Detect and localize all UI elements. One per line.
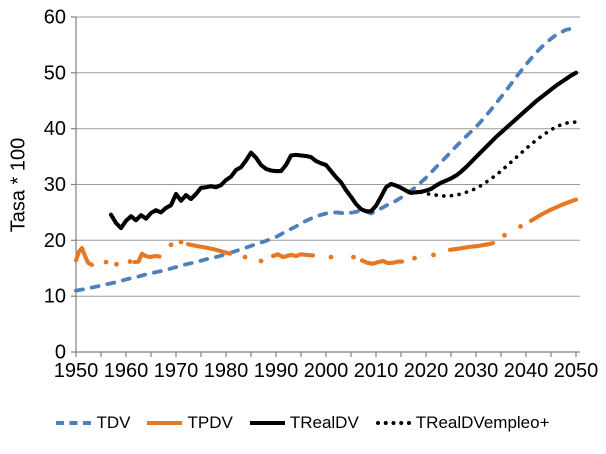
legend-item-tpdv: TPDV bbox=[147, 413, 233, 433]
series-dot-TPDV bbox=[242, 254, 248, 260]
legend: TDV TPDV TRealDV TRealDVempleo+ bbox=[0, 403, 606, 443]
x-tick-label: 2020 bbox=[404, 360, 449, 382]
y-tick-label: 20 bbox=[44, 230, 66, 252]
y-tick-label: 50 bbox=[44, 62, 66, 84]
series-dot-TPDV bbox=[328, 254, 334, 260]
series-dot-TPDV bbox=[258, 258, 264, 264]
x-tick-label: 1960 bbox=[104, 360, 149, 382]
series-dot-TPDV bbox=[518, 224, 523, 229]
series-dot-TPDV bbox=[431, 252, 436, 258]
legend-swatch-tdv bbox=[56, 421, 92, 425]
series-dot-TPDV bbox=[103, 259, 109, 265]
series-segment-TPDV bbox=[528, 197, 579, 223]
y-tick-label: 40 bbox=[44, 118, 66, 140]
series-dot-TPDV bbox=[168, 242, 174, 248]
legend-item-tdv: TDV bbox=[56, 413, 130, 433]
x-tick-label: 1980 bbox=[204, 360, 249, 382]
series-segment-TPDV bbox=[185, 242, 233, 256]
legend-label-tpdv: TPDV bbox=[187, 413, 233, 432]
series-dot-TPDV bbox=[114, 261, 119, 267]
legend-label-trealdv: TRealDV bbox=[289, 413, 359, 432]
x-tick-label: 2000 bbox=[304, 360, 349, 382]
y-tick-label: 30 bbox=[44, 174, 66, 196]
x-tick-label: 2050 bbox=[554, 360, 599, 382]
y-tick-label: 0 bbox=[55, 342, 66, 364]
legend-label-tdv: TDV bbox=[96, 413, 131, 432]
legend-item-trealdvempleo: TRealDVempleo+ bbox=[375, 413, 550, 433]
x-tick-label: 2040 bbox=[504, 360, 549, 382]
x-tick-label: 1990 bbox=[254, 360, 299, 382]
series-segment-TPDV bbox=[359, 258, 405, 266]
series-segment-TPDV bbox=[73, 246, 95, 267]
legend-swatch-tpdv bbox=[147, 421, 183, 425]
series-segment-TPDV bbox=[132, 251, 162, 265]
x-tick-label: 1970 bbox=[154, 360, 199, 382]
series-line-TRealDV bbox=[108, 70, 579, 231]
x-tick-label: 2010 bbox=[354, 360, 399, 382]
y-tick-label: 60 bbox=[44, 7, 66, 29]
legend-swatch-trealdvempleo bbox=[375, 421, 411, 425]
legend-label-trealdvempleo: TRealDVempleo+ bbox=[415, 413, 550, 432]
series-dot-TPDV bbox=[351, 254, 356, 260]
series-dot-TPDV bbox=[502, 232, 507, 238]
x-tick-label: 2030 bbox=[454, 360, 499, 382]
series-dot-TPDV bbox=[127, 259, 133, 264]
series-line-TDV bbox=[74, 25, 578, 293]
series-segment-TPDV bbox=[447, 241, 496, 252]
y-tick-label: 10 bbox=[44, 286, 66, 308]
series-segment-TPDV bbox=[270, 252, 316, 260]
series-dot-TPDV bbox=[412, 255, 417, 261]
legend-item-trealdv: TRealDV bbox=[249, 413, 359, 433]
y-axis-title: Tasa * 100 bbox=[7, 137, 30, 233]
legend-swatch-trealdv bbox=[249, 421, 285, 425]
series-dot-TPDV bbox=[178, 239, 184, 245]
series-line-TRealDVempleo+ bbox=[419, 120, 578, 198]
x-tick-label: 1950 bbox=[54, 360, 99, 382]
